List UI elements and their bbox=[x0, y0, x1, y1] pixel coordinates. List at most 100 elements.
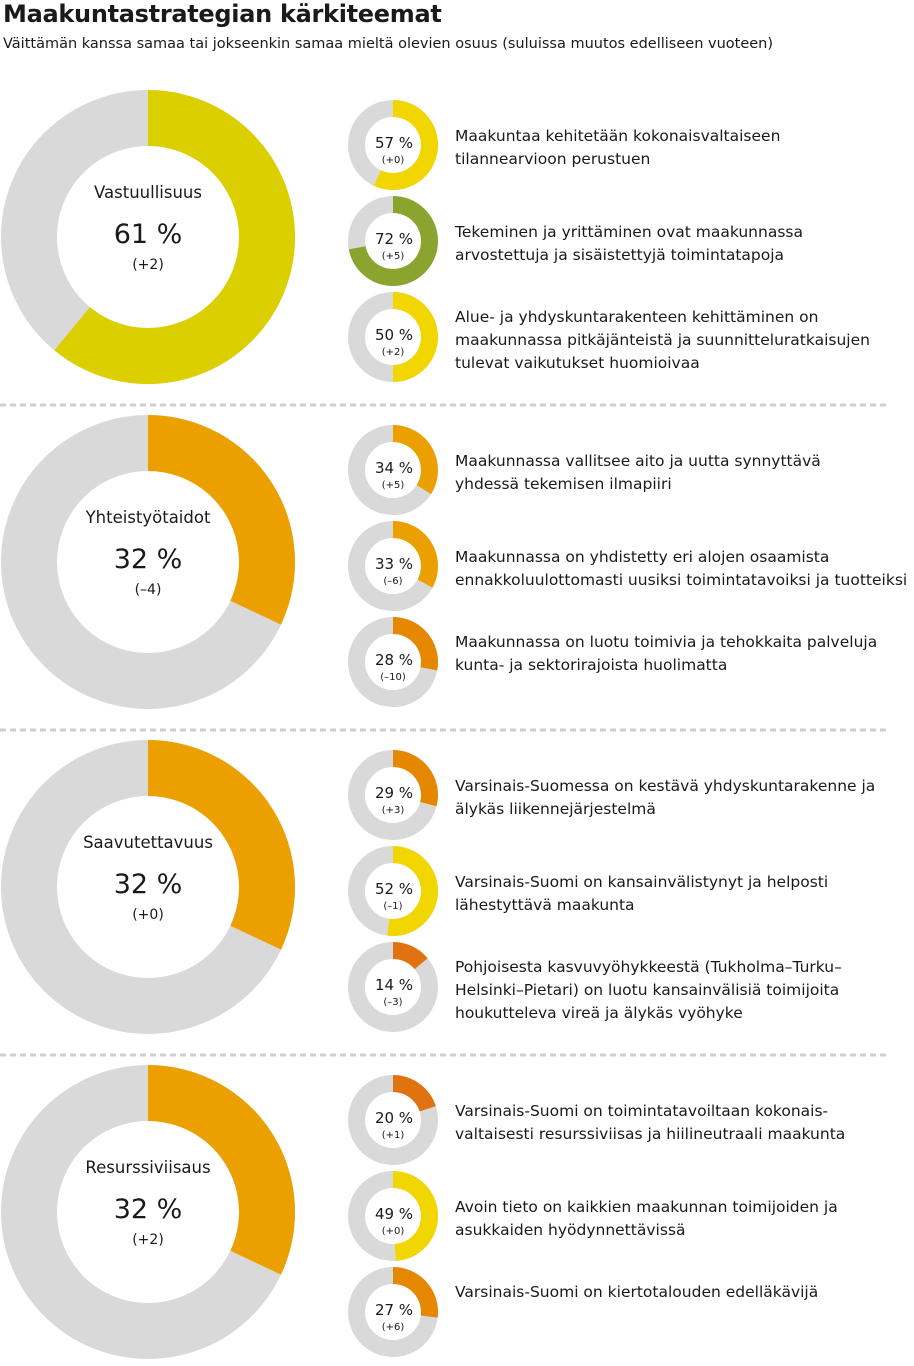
statement-change: (+6) bbox=[382, 1322, 405, 1333]
statement-line: lähestyttävä maakunta bbox=[455, 896, 635, 914]
statement-change: (–3) bbox=[383, 997, 402, 1008]
theme-value: 32 % bbox=[114, 544, 183, 575]
statement-value: 52 % bbox=[375, 880, 413, 898]
statement-donut: 27 % (+6) bbox=[348, 1267, 438, 1357]
statement-donut: 20 % (+1) bbox=[348, 1075, 438, 1165]
statement-change: (+1) bbox=[382, 1130, 405, 1141]
statement-line: Pohjoisesta kasvuvyöhykkeestä (Tukholma–… bbox=[455, 958, 842, 976]
statement-donut-arc bbox=[393, 942, 428, 970]
statement-change: (–1) bbox=[383, 901, 402, 912]
statement-donut-arc bbox=[393, 617, 438, 671]
statement-text: Varsinais-Suomessa on kestävä yhdyskunta… bbox=[455, 775, 911, 821]
theme-change: (–4) bbox=[135, 582, 162, 598]
theme-change: (+0) bbox=[132, 907, 164, 923]
statement-change: (+5) bbox=[382, 480, 405, 491]
statement-line: yhdessä tekemisen ilmapiiri bbox=[455, 475, 672, 493]
statement-change: (–6) bbox=[383, 576, 402, 587]
statement-change: (+3) bbox=[382, 805, 405, 816]
statement-value: 33 % bbox=[375, 555, 413, 573]
page-title: Maakuntastrategian kärkiteemat bbox=[3, 0, 442, 28]
statement-line: Maakuntaa kehitetään kokonaisvaltaiseen bbox=[455, 127, 781, 145]
statement-text: Maakunnassa on yhdistetty eri alojen osa… bbox=[455, 546, 911, 592]
statement-line: tilannearvioon perustuen bbox=[455, 150, 651, 168]
statement-donut-arc bbox=[393, 1171, 439, 1261]
statement-value: 49 % bbox=[375, 1205, 413, 1223]
theme-name: Saavutettavuus bbox=[83, 833, 213, 852]
statement-change: (+2) bbox=[382, 347, 405, 358]
statement-value: 20 % bbox=[375, 1109, 413, 1127]
statement-line: älykäs liikennejärjestelmä bbox=[455, 800, 656, 818]
theme-change: (+2) bbox=[132, 257, 164, 273]
statement-donut-arc bbox=[348, 195, 439, 286]
statement-donut-arc bbox=[373, 100, 438, 190]
theme-donut: Vastuullisuus 61 % (+2) bbox=[1, 90, 296, 384]
statement-line: Maakunnassa vallitsee aito ja uutta synn… bbox=[455, 452, 821, 470]
statement-text: Varsinais-Suomi on kiertotalouden edellä… bbox=[455, 1281, 911, 1304]
theme-change: (+2) bbox=[132, 1232, 164, 1248]
statement-line: Varsinais-Suomi on toimintatavoiltaan ko… bbox=[455, 1102, 829, 1120]
statement-line: kunta- ja sektorirajoista huolimatta bbox=[455, 656, 728, 674]
statement-line: Varsinais-Suomi on kansainvälistynyt ja … bbox=[455, 873, 829, 891]
statement-text: Avoin tieto on kaikkien maakunnan toimij… bbox=[455, 1196, 911, 1242]
theme-name: Resurssiviisaus bbox=[85, 1158, 210, 1177]
theme-donut-arc bbox=[148, 415, 295, 625]
statement-change: (+5) bbox=[382, 251, 405, 262]
statement-line: Varsinais-Suomi on kiertotalouden edellä… bbox=[455, 1283, 819, 1301]
theme-name: Vastuullisuus bbox=[94, 183, 202, 202]
statement-donut-arc bbox=[393, 1075, 436, 1112]
statement-text: Maakuntaa kehitetään kokonaisvaltaiseen t… bbox=[455, 125, 911, 171]
statement-donut-arc bbox=[393, 521, 438, 588]
statement-change: (–10) bbox=[380, 672, 406, 683]
theme-donut-arc bbox=[148, 739, 295, 950]
statement-text: Maakunnassa vallitsee aito ja uutta synn… bbox=[455, 450, 911, 496]
statement-text: Maakunnassa on luotu toimivia ja tehokka… bbox=[455, 631, 911, 677]
statement-donut: 49 % (+0) bbox=[348, 1171, 439, 1261]
statement-line: Tekeminen ja yrittäminen ovat maakunnass… bbox=[455, 223, 803, 241]
statement-change: (+0) bbox=[382, 1226, 405, 1237]
statement-text: Pohjoisesta kasvuvyöhykkeestä (Tukholma–… bbox=[455, 956, 911, 1025]
statement-value: 50 % bbox=[375, 326, 413, 344]
statement-text: Varsinais-Suomi on kansainvälistynyt ja … bbox=[455, 871, 911, 917]
theme-donut: Saavutettavuus 32 % (+0) bbox=[1, 739, 295, 1034]
statement-text: Alue- ja yhdyskuntarakenteen kehittämine… bbox=[455, 306, 911, 375]
statement-line: maakunnassa pitkäjänteistä ja suunnittel… bbox=[455, 331, 870, 349]
statement-value: 29 % bbox=[375, 784, 413, 802]
statement-line: Maakunnassa on luotu toimivia ja tehokka… bbox=[455, 633, 878, 651]
statement-line: houkutteleva vireä ja älykäs vyöhyke bbox=[455, 1004, 743, 1022]
statement-donut: 72 % (+5) bbox=[348, 195, 439, 286]
statement-value: 28 % bbox=[375, 651, 413, 669]
theme-donut: Resurssiviisaus 32 % (+2) bbox=[1, 1065, 295, 1359]
theme-value: 61 % bbox=[114, 219, 183, 250]
statement-donut: 50 % (+2) bbox=[348, 292, 438, 382]
statement-donut: 33 % (–6) bbox=[348, 521, 438, 611]
statement-donut-arc bbox=[393, 750, 438, 807]
statement-line: Alue- ja yhdyskuntarakenteen kehittämine… bbox=[455, 308, 819, 326]
statement-donut: 28 % (–10) bbox=[348, 617, 438, 707]
statement-line: Avoin tieto on kaikkien maakunnan toimij… bbox=[455, 1198, 838, 1216]
statement-line: arvostettuja ja sisäistettyjä toimintata… bbox=[455, 246, 785, 264]
statement-value: 34 % bbox=[375, 459, 413, 477]
statement-line: Maakunnassa on yhdistetty eri alojen osa… bbox=[455, 548, 830, 566]
statement-donut-arc bbox=[393, 425, 438, 495]
theme-donut-arc bbox=[54, 90, 296, 384]
theme-name: Yhteistyötaidot bbox=[85, 508, 211, 527]
statement-line: Helsinki–Pietari) on luotu kansainvälisi… bbox=[455, 981, 840, 999]
statement-value: 14 % bbox=[375, 976, 413, 994]
statement-line: tulevat vaikutukset huomioivaa bbox=[455, 354, 700, 372]
statement-donut-arc bbox=[387, 846, 439, 937]
statement-text: Varsinais-Suomi on toimintatavoiltaan ko… bbox=[455, 1100, 911, 1146]
statement-change: (+0) bbox=[382, 155, 405, 166]
statement-donut-arc bbox=[393, 292, 438, 382]
statement-donut: 29 % (+3) bbox=[348, 750, 438, 840]
theme-donut-arc bbox=[148, 1065, 295, 1275]
statement-line: Varsinais-Suomessa on kestävä yhdyskunta… bbox=[455, 777, 876, 795]
theme-value: 32 % bbox=[114, 869, 183, 900]
statement-donut: 57 % (+0) bbox=[348, 100, 438, 190]
theme-value: 32 % bbox=[114, 1194, 183, 1225]
statement-line: asukkaiden hyödynnettävissä bbox=[455, 1221, 686, 1239]
statement-line: ennakkoluulottomasti uusiksi toimintatav… bbox=[455, 571, 908, 589]
page-subtitle: Väittämän kanssa samaa tai jokseenkin sa… bbox=[3, 36, 774, 52]
statement-value: 72 % bbox=[375, 230, 413, 248]
statement-text: Tekeminen ja yrittäminen ovat maakunnass… bbox=[455, 221, 911, 267]
